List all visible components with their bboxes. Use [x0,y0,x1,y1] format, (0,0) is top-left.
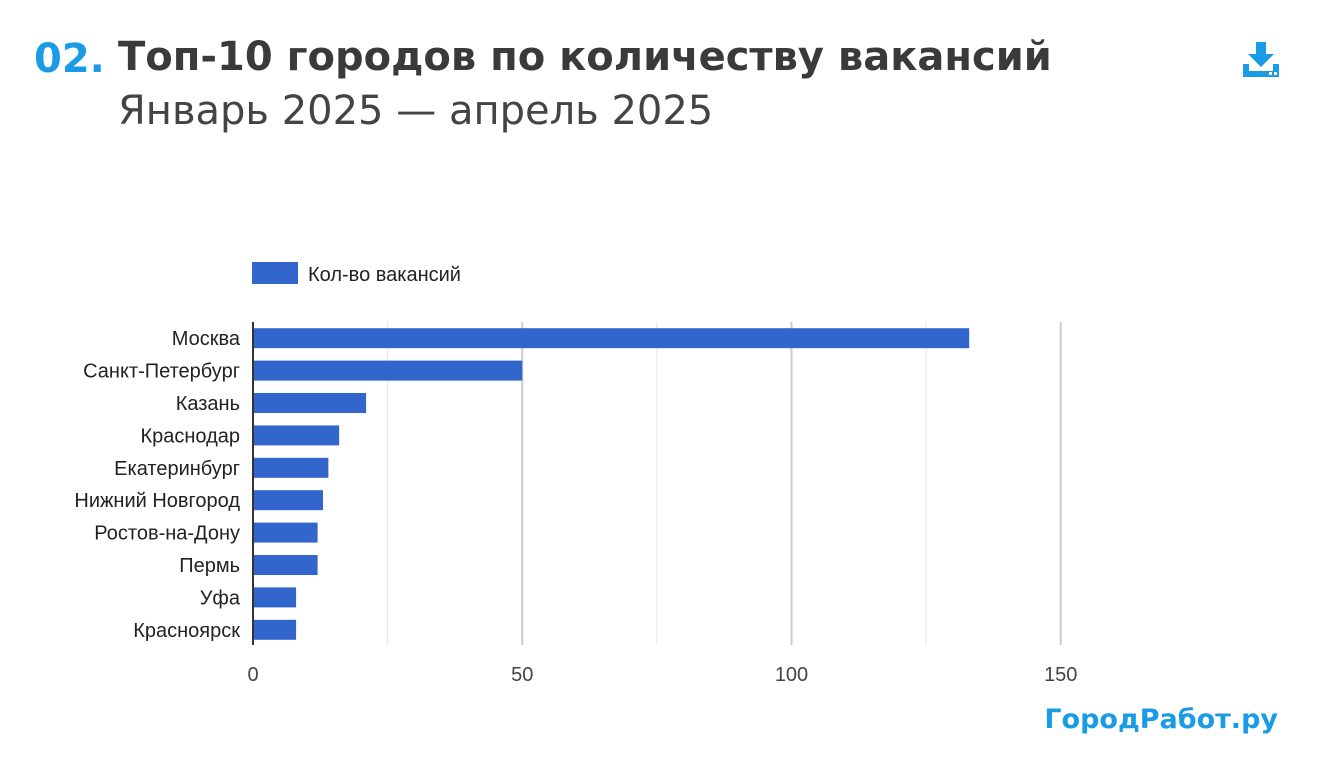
bar [253,587,297,608]
bars [253,328,970,640]
bar [253,393,367,413]
legend: Кол-во вакансий [252,262,461,286]
bar [253,360,523,381]
bar [253,555,318,575]
brand-logo: ГородРабот.ру [1044,704,1278,735]
category-label: Ростов-на-Дону [94,523,240,545]
legend-swatch [252,262,298,284]
bar [253,425,340,446]
download-button[interactable] [1240,40,1282,82]
category-label: Москва [172,328,241,350]
category-label: Екатеринбург [114,458,240,480]
x-tick-label: 50 [511,664,533,686]
section-number: 02. [34,36,105,82]
x-tick-label: 100 [775,664,808,686]
category-labels: Москва Санкт-Петербург Казань Краснодар Екат… [74,328,240,642]
page-title: Топ-10 городов по количеству вакансий [118,34,1052,80]
x-tick-label: 0 [247,664,258,686]
page-subtitle: Январь 2025 — апрель 2025 [118,88,714,134]
category-label: Краснодар [140,425,240,447]
bar [253,522,318,543]
category-label: Санкт-Петербург [83,361,240,383]
x-tick-label: 150 [1044,664,1077,686]
download-icon [1243,42,1279,77]
bar [253,457,329,478]
category-label: Красноярск [133,620,240,642]
legend-label: Кол-во вакансий [308,264,461,286]
x-tick-labels: 0 50 100 150 [247,664,1077,686]
category-label: Пермь [179,555,240,577]
bar [253,328,970,349]
bar [253,619,297,640]
category-label: Нижний Новгород [74,490,240,512]
bar [253,490,324,511]
category-label: Уфа [200,587,241,609]
category-label: Казань [176,393,240,415]
